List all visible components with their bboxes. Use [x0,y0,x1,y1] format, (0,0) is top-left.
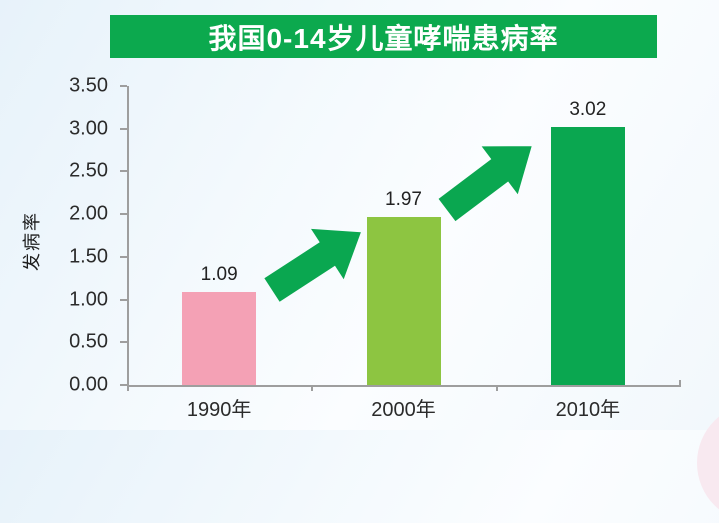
bar-2010年 [550,127,625,385]
y-tick-label: 2.00 [69,202,108,225]
x-axis-tick-mark [127,385,129,391]
y-tick-label: 0.00 [69,373,108,396]
y-tick-mark [120,170,127,173]
y-tick-label: 1.50 [69,245,108,268]
y-tick-mark [120,298,127,301]
y-tick-label: 1.00 [69,288,108,311]
bar-value-label: 1.97 [385,188,422,210]
decor-circle [697,403,719,523]
y-tick-mark [120,213,127,216]
bar-value-label: 1.09 [200,263,238,285]
trend-arrow-1 [264,228,361,302]
trend-arrow-2-shape [438,146,532,222]
y-tick-label: 0.50 [69,330,108,353]
bar-value-label: 3.02 [569,99,607,120]
y-tick-mark [120,127,127,130]
x-axis-line [127,385,681,387]
y-tick-mark [120,341,127,344]
y-tick-label: 3.00 [69,117,108,140]
y-tick-mark [120,384,127,386]
x-axis-label: 2010年 [555,399,621,421]
y-axis-line [127,86,129,385]
trend-arrow-2 [438,146,532,222]
y-axis-title: 发病率 [22,211,42,271]
x-axis-end-tick [679,380,681,386]
x-axis-label: 1990年 [186,399,252,421]
y-tick-label: 2.50 [69,159,108,182]
x-axis-tick-mark [495,385,498,391]
chart-title-banner: 我国0-14岁儿童哮喘患病率 [110,15,657,58]
y-tick-mark [120,85,127,87]
x-axis-tick-mark [311,385,314,391]
bar-1990年 [182,291,257,385]
chart-title: 我国0-14岁儿童哮喘患病率 [208,22,559,54]
bar-2000年 [366,216,441,385]
x-axis-label: 2000年 [371,399,436,421]
y-tick-mark [120,255,127,258]
trend-arrow-1-shape [264,228,361,302]
y-tick-label: 3.50 [69,74,108,97]
slide: 我国0-14岁儿童哮喘患病率 发病率 3.50 3.00 2.50 2.00 1.50 1… [22,15,719,523]
